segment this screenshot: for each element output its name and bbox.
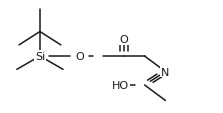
Text: O: O <box>119 35 128 45</box>
Text: HO: HO <box>112 80 129 90</box>
Text: N: N <box>161 67 170 77</box>
Text: Si: Si <box>35 52 45 61</box>
Text: O: O <box>75 52 84 61</box>
